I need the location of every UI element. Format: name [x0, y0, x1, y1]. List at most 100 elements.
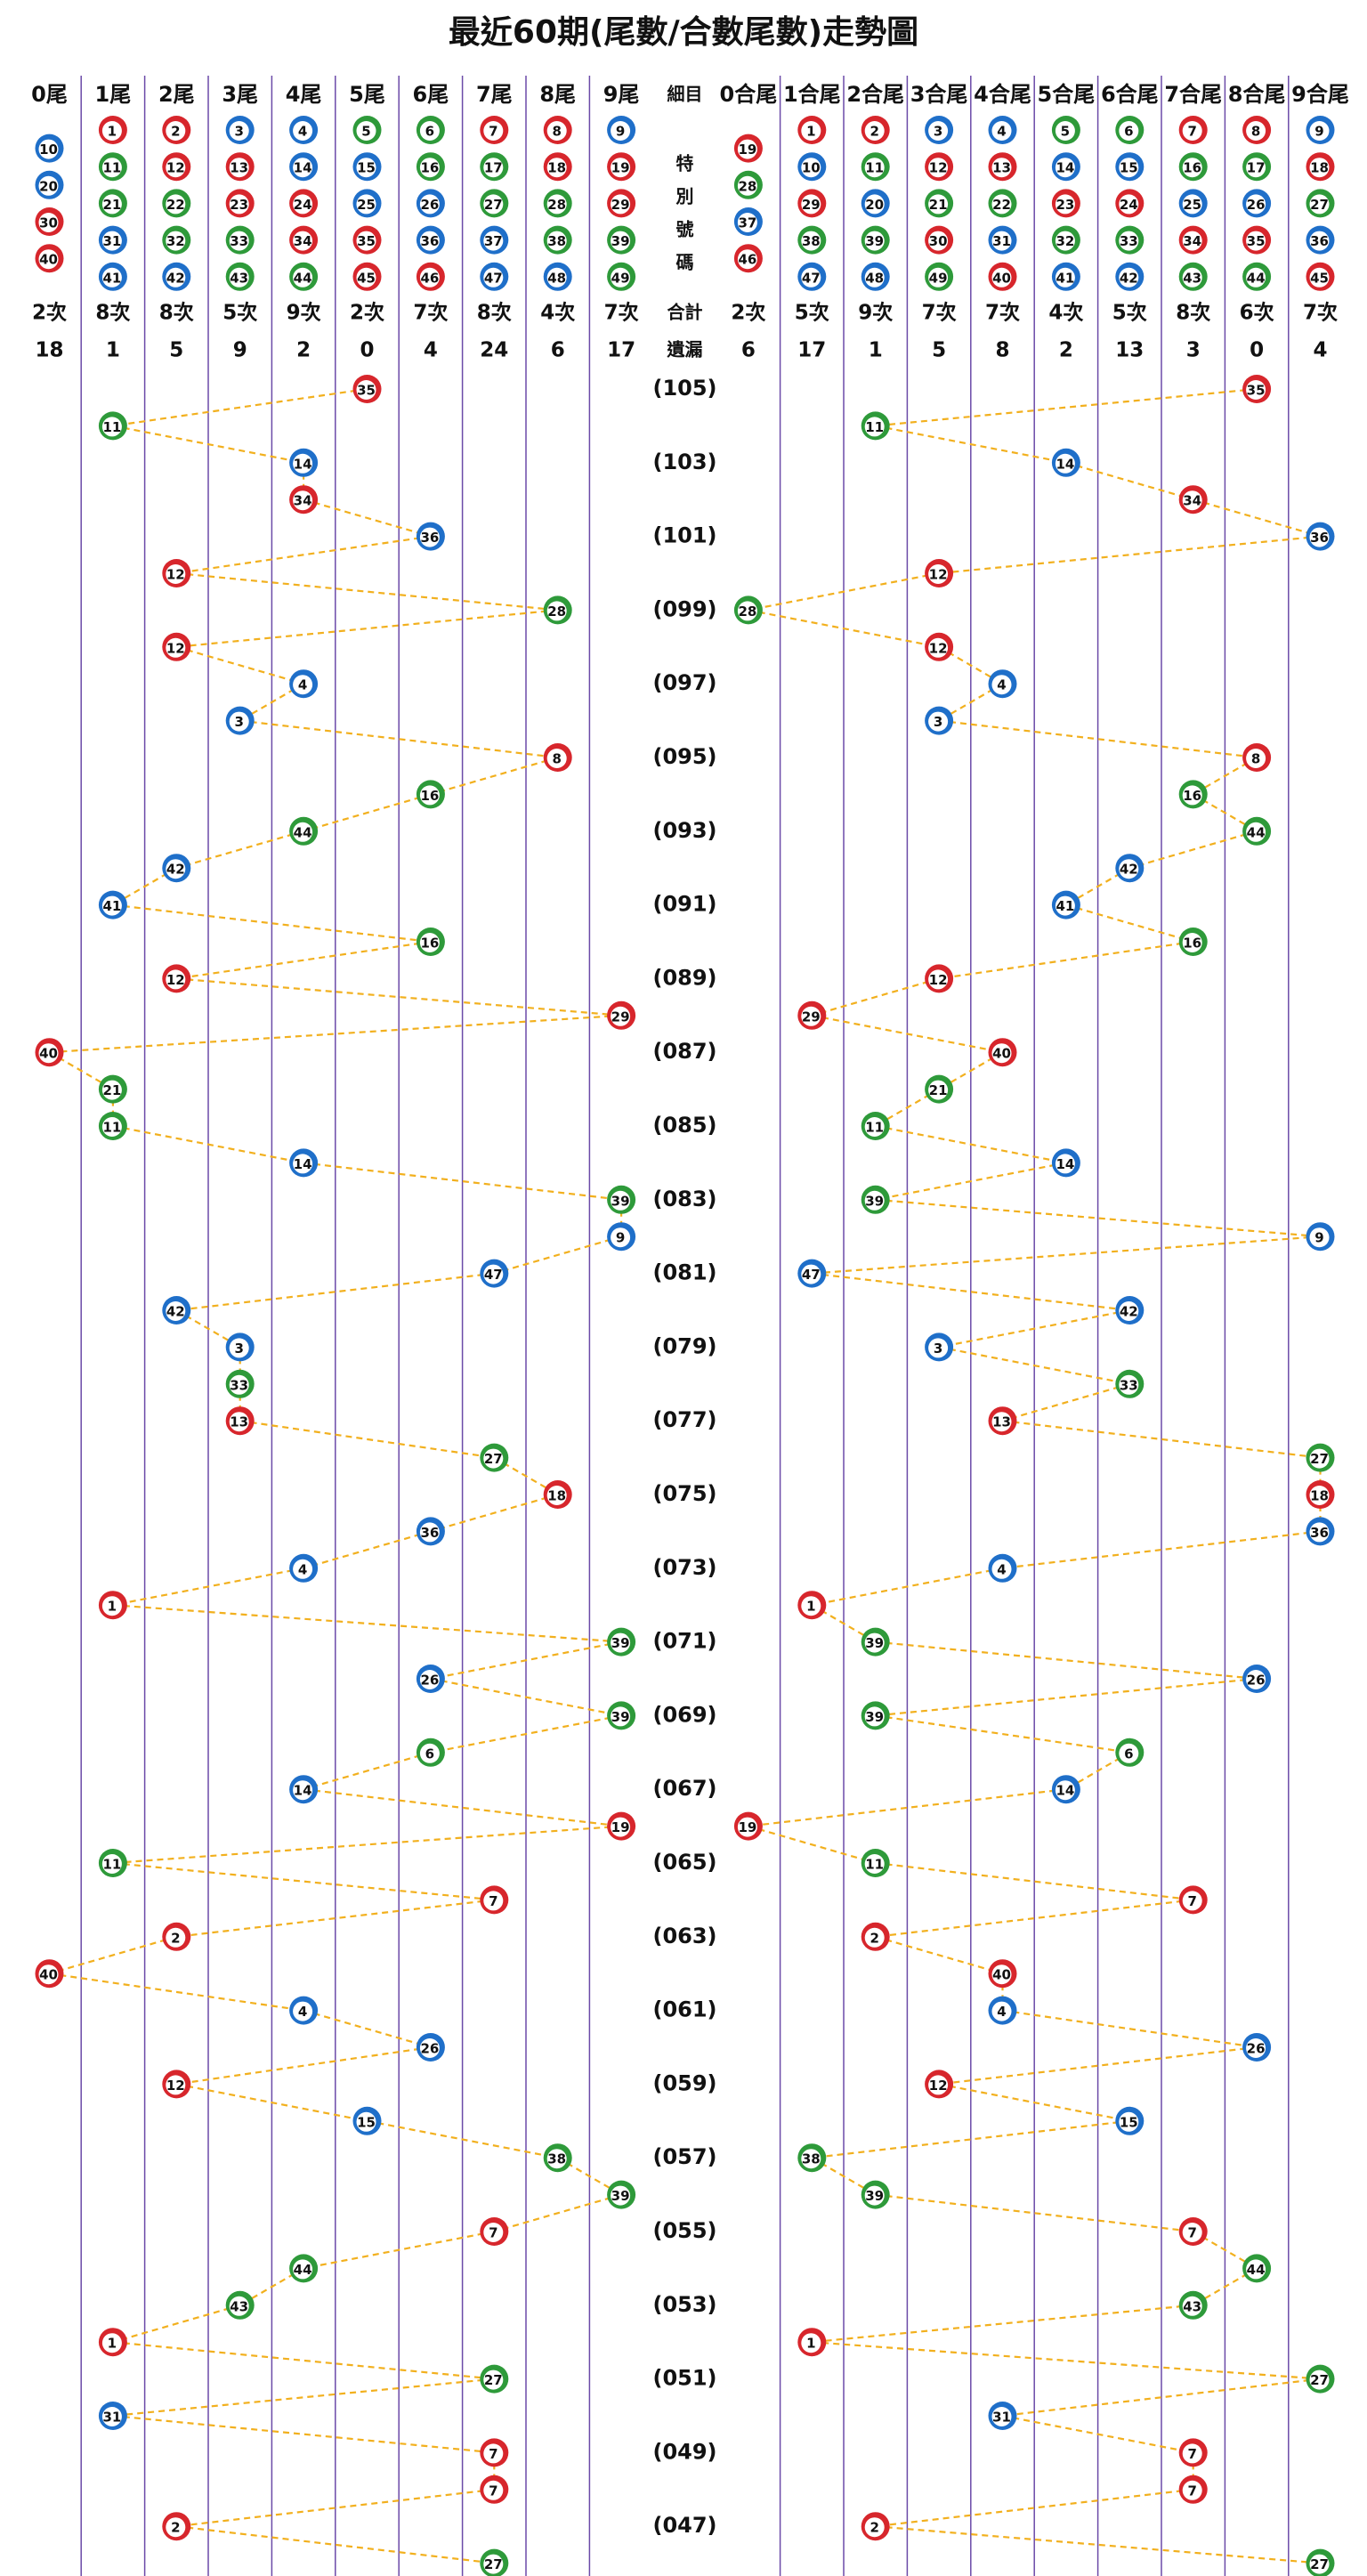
column-header: 5尾: [349, 82, 385, 107]
trend-segment: [1002, 1382, 1130, 1422]
ball-number: 13: [992, 1414, 1011, 1430]
period-label: (097): [652, 670, 716, 695]
ball: 12: [925, 559, 954, 587]
ball-face: [356, 380, 376, 400]
ball-number: 22: [992, 197, 1011, 213]
count: 2次: [32, 302, 67, 325]
ball-face: [1246, 2259, 1266, 2280]
ball-number: 4: [997, 124, 1006, 140]
trend-segment: [367, 2119, 558, 2159]
ball-face: [419, 1743, 440, 1763]
ball-number: 12: [166, 160, 185, 176]
ball-number: 14: [1056, 160, 1074, 176]
ball-face: [611, 267, 631, 288]
trend-segment: [875, 1640, 1258, 1681]
ball-face: [928, 564, 949, 584]
ball-number: 3: [234, 714, 243, 730]
ball-number: 7: [489, 2446, 497, 2462]
trend-segment: [812, 1235, 1321, 1275]
miss: 24: [480, 339, 508, 362]
ball-number: 39: [865, 2188, 884, 2204]
ball-face: [293, 490, 313, 511]
ball: 13: [988, 1406, 1017, 1436]
ball-face: [419, 267, 440, 288]
ball-face: [293, 158, 313, 178]
ball-face: [546, 194, 567, 215]
ball: 42: [1115, 854, 1145, 883]
ball-face: [166, 231, 186, 251]
ball: 42: [162, 262, 191, 291]
miss: 4: [424, 339, 438, 362]
ball-face: [928, 711, 949, 732]
ball-face: [229, 231, 249, 251]
ball-face: [229, 158, 249, 178]
ball: 14: [1051, 448, 1080, 477]
ball: 27: [480, 2364, 509, 2394]
ball: 42: [162, 854, 191, 883]
ball-face: [419, 1670, 440, 1689]
trend-segment: [1002, 2414, 1193, 2454]
ball-number: 15: [1120, 2114, 1138, 2130]
trend-segment: [49, 1935, 177, 1975]
ball-face: [483, 2223, 504, 2242]
ball-face: [293, 1559, 313, 1579]
trend-segment: [812, 2304, 1193, 2344]
ball-number: 11: [102, 160, 121, 176]
ball-face: [1182, 933, 1202, 952]
ball-face: [1309, 121, 1330, 141]
ball: 14: [1051, 1775, 1080, 1804]
ball-face: [1182, 267, 1202, 288]
ball-face: [483, 194, 504, 215]
ball: 47: [797, 1259, 827, 1288]
ball: 28: [733, 170, 763, 199]
ball-number: 1: [108, 1599, 117, 1615]
ball-number: 21: [929, 197, 948, 213]
ball-number: 39: [611, 233, 630, 249]
ball-number: 40: [39, 1046, 58, 1062]
column-header: 8尾: [539, 82, 576, 107]
ball-face: [1119, 1301, 1139, 1321]
ball: 11: [861, 152, 890, 182]
ball-face: [801, 121, 821, 141]
ball-number: 43: [230, 270, 248, 286]
ball: 22: [988, 189, 1017, 218]
ball-face: [991, 1964, 1012, 1985]
ball: 7: [480, 2438, 509, 2467]
ball: 16: [416, 152, 445, 182]
ball-face: [1119, 1743, 1139, 1763]
ball: 7: [1178, 1885, 1208, 1915]
ball-face: [928, 1338, 949, 1358]
ball-number: 27: [1310, 2556, 1329, 2572]
ball-face: [737, 175, 757, 196]
trend-segment: [112, 1604, 622, 1643]
ball-face: [864, 1927, 885, 1948]
ball-number: 27: [484, 1451, 503, 1467]
count: 8次: [1176, 302, 1210, 325]
ball: 3: [225, 116, 255, 144]
ball-number: 9: [1314, 124, 1323, 140]
ball-number: 25: [1183, 197, 1201, 213]
column-header: 4尾: [286, 82, 322, 107]
ball: 15: [352, 2106, 382, 2135]
ball-number: 17: [1247, 160, 1266, 176]
ball-number: 19: [738, 1819, 756, 1835]
ball-face: [1309, 231, 1330, 251]
miss-label: 遺漏: [667, 339, 703, 360]
trend-segment: [303, 793, 432, 832]
ball: 14: [289, 448, 319, 477]
ball-face: [166, 969, 186, 990]
ball-number: 44: [1247, 2262, 1266, 2278]
ball-face: [546, 749, 567, 768]
ball-face: [611, 1706, 631, 1727]
ball-face: [1119, 158, 1139, 178]
ball-face: [101, 895, 122, 916]
ball: 16: [416, 780, 445, 809]
ball: 15: [1115, 152, 1145, 182]
ball-number: 9: [1314, 1230, 1323, 1246]
ball: 19: [607, 1811, 636, 1841]
trend-segment: [938, 1346, 1130, 1385]
ball: 12: [925, 152, 954, 182]
ball-face: [864, 417, 885, 437]
ball-number: 24: [294, 197, 312, 213]
ball-number: 13: [230, 160, 248, 176]
